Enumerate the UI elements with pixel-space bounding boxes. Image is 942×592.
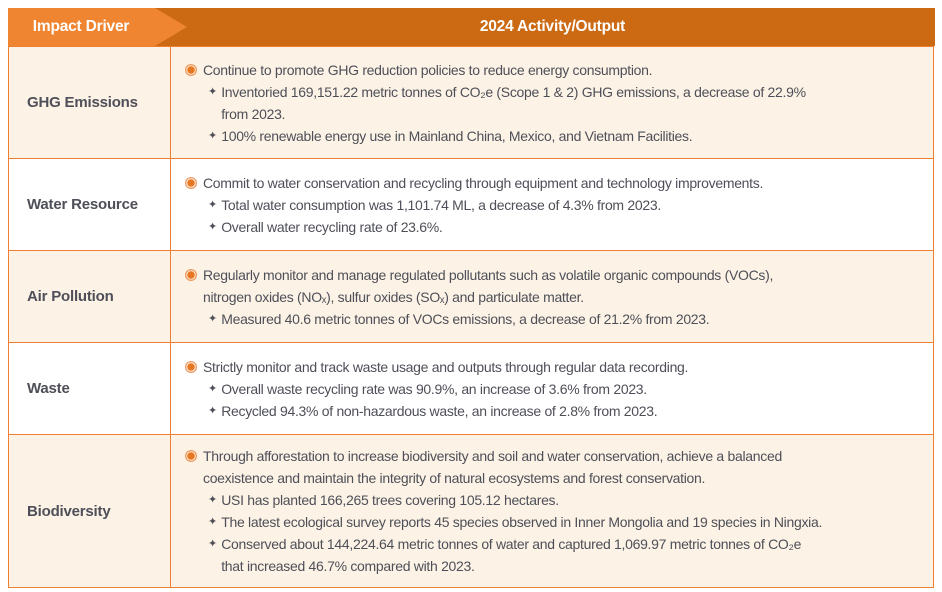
banner-arrow-icon [154,8,187,46]
activity-text: Measured 40.6 metric tonnes of VOCs emis… [221,310,710,327]
activity-cell: Commit to water conservation and recycli… [171,159,933,250]
circle-bullet-icon [185,63,197,76]
driver-cell: Air Pollution [9,251,171,342]
activity-cell: Strictly monitor and track waste usage a… [171,343,933,434]
table-header: Impact Driver 2024 Activity/Output [7,8,935,46]
driver-cell: GHG Emissions [9,47,171,158]
activity-text: Recycled 94.3% of non-hazardous waste, a… [221,402,658,419]
activity-sub-item: ✦ Conserved about 144,224.64 metric tonn… [208,533,925,577]
activity-cell: Through afforestation to increase biodiv… [171,435,933,587]
activity-main-item: Strictly monitor and track waste usage a… [185,356,925,378]
activity-main-item: Commit to water conservation and recycli… [185,172,925,194]
activity-main-item: Continue to promote GHG reduction polici… [185,59,925,81]
activity-sub-item: ✦ The latest ecological survey reports 4… [208,511,925,533]
star-bullet-icon: ✦ [208,516,218,528]
circle-bullet-icon [185,450,197,462]
driver-label: Air Pollution [27,288,114,305]
activity-text: Commit to water conservation and recycli… [203,174,764,191]
table-row-biodiversity: Biodiversity Through afforestation to in… [9,434,933,587]
table-row-water-resource: Water Resource Commit to water conservat… [9,158,933,250]
activity-cell: Regularly monitor and manage regulated p… [171,251,933,342]
driver-label: Biodiversity [27,502,111,520]
star-bullet-icon: ✦ [208,198,218,211]
activity-text: Regularly monitor and manage regulated p… [203,266,774,305]
star-bullet-icon: ✦ [208,129,218,142]
star-bullet-icon: ✦ [208,220,218,233]
activity-output-header: 2024 Activity/Output [171,8,935,46]
driver-label: Water Resource [27,196,138,213]
activity-sub-item: ✦ Overall waste recycling rate was 90.9%… [208,378,925,400]
activity-text: 100% renewable energy use in Mainland Ch… [221,127,693,144]
table-row-ghg-emissions: GHG Emissions Continue to promote GHG re… [9,46,933,158]
activity-cell: Continue to promote GHG reduction polici… [171,47,933,158]
circle-bullet-icon [185,268,197,281]
driver-cell: Waste [9,343,171,434]
activity-output-header-label: 2024 Activity/Output [479,18,626,35]
driver-label: Waste [27,380,70,397]
star-bullet-icon: ✦ [208,404,218,417]
activity-sub-item: ✦ USI has planted 166,265 trees covering… [208,489,925,511]
star-bullet-icon: ✦ [208,382,218,395]
activity-text: Through afforestation to increase biodiv… [203,448,782,486]
activity-text: Total water consumption was 1,101.74 ML,… [221,196,661,213]
star-bullet-icon: ✦ [208,494,218,506]
activity-text: Overall water recycling rate of 23.6%. [221,218,443,235]
impact-driver-header-label: Impact Driver [32,18,130,35]
activity-sub-item: ✦ Recycled 94.3% of non-hazardous waste,… [208,400,925,422]
driver-cell: Water Resource [9,159,171,250]
activity-sub-item: ✦ 100% renewable energy use in Mainland … [208,125,925,147]
driver-label: GHG Emissions [27,94,138,111]
activity-text: Overall waste recycling rate was 90.9%, … [221,380,647,397]
activity-sub-item: ✦ Overall water recycling rate of 23.6%. [208,216,925,238]
circle-bullet-icon [185,176,197,189]
activity-sub-item: ✦ Inventoried 169,151.22 metric tonnes o… [208,81,925,125]
star-bullet-icon: ✦ [208,85,218,98]
activity-text: Conserved about 144,224.64 metric tonnes… [221,536,802,574]
driver-cell: Biodiversity [9,435,171,587]
activity-sub-item: ✦ Total water consumption was 1,101.74 M… [208,194,925,216]
activity-text: Continue to promote GHG reduction polici… [203,61,653,78]
activity-main-item: Through afforestation to increase biodiv… [185,445,925,489]
table-row-air-pollution: Air Pollution Regularly monitor and mana… [9,250,933,342]
table-row-waste: Waste Strictly monitor and track waste u… [9,342,933,434]
impact-driver-table: Impact Driver 2024 Activity/Output GHG E… [7,8,935,588]
star-bullet-icon: ✦ [208,312,218,325]
impact-driver-header-banner: Impact Driver [7,8,155,46]
activity-sub-item: ✦ Measured 40.6 metric tonnes of VOCs em… [208,308,925,330]
activity-text: Inventoried 169,151.22 metric tonnes of … [221,83,806,122]
star-bullet-icon: ✦ [208,538,218,550]
activity-main-item: Regularly monitor and manage regulated p… [185,264,925,308]
activity-text: Strictly monitor and track waste usage a… [203,358,689,375]
activity-text: The latest ecological survey reports 45 … [221,514,823,530]
activity-text: USI has planted 166,265 trees covering 1… [221,492,559,508]
circle-bullet-icon [185,360,197,373]
